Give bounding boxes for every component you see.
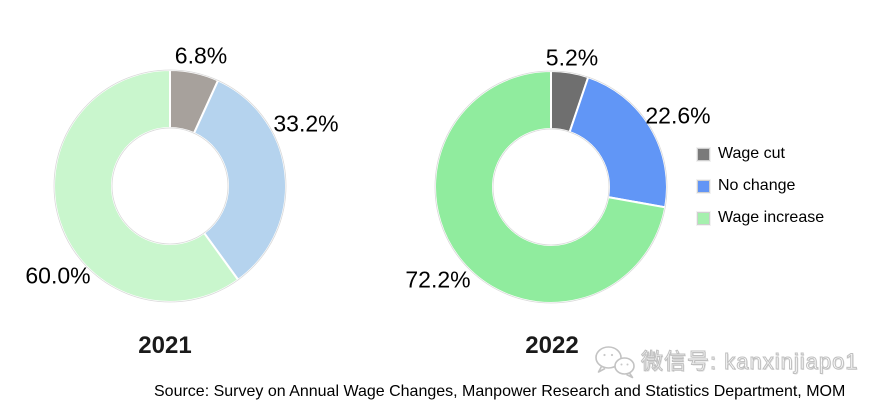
data-label-2022-no-change: 22.6% (645, 102, 711, 129)
watermark: 微信号: kanxinjiapo1 (594, 344, 859, 380)
data-label-2021-no-change: 33.2% (273, 110, 339, 137)
chart-title-2022: 2022 (525, 332, 579, 359)
watermark-text: 微信号: kanxinjiapo1 (641, 349, 859, 374)
ring-outline (53, 69, 287, 303)
legend-swatch-no-change (697, 179, 710, 193)
legend-swatch-wage-cut (697, 147, 710, 161)
legend-swatch-wage-increase (697, 211, 710, 225)
legend-item-wage-increase: Wage increase (697, 209, 825, 226)
ring-outline (492, 128, 610, 246)
donut-chart-2021 (53, 69, 287, 303)
legend-label-wage-cut: Wage cut (718, 145, 785, 162)
source-note: Source: Survey on Annual Wage Changes, M… (154, 383, 846, 400)
donut-chart-2022 (434, 70, 668, 304)
ring-outline (434, 70, 668, 304)
legend: Wage cut No change Wage increase (697, 145, 825, 243)
wechat-icon (595, 346, 635, 379)
data-label-2022-wage-increase: 72.2% (405, 266, 471, 293)
legend-item-wage-cut: Wage cut (697, 145, 824, 162)
chart-title-2021: 2021 (138, 332, 192, 359)
ring-outline (111, 127, 229, 245)
legend-label-no-change: No change (718, 177, 796, 194)
data-label-2022-wage-cut: 5.2% (545, 44, 599, 71)
legend-label-wage-increase: Wage increase (718, 209, 825, 226)
data-label-2021-wage-increase: 60.0% (25, 262, 91, 289)
slice-2022-no-change (568, 76, 668, 209)
data-label-2021-wage-cut: 6.8% (174, 42, 228, 69)
legend-item-no-change: No change (697, 177, 824, 194)
